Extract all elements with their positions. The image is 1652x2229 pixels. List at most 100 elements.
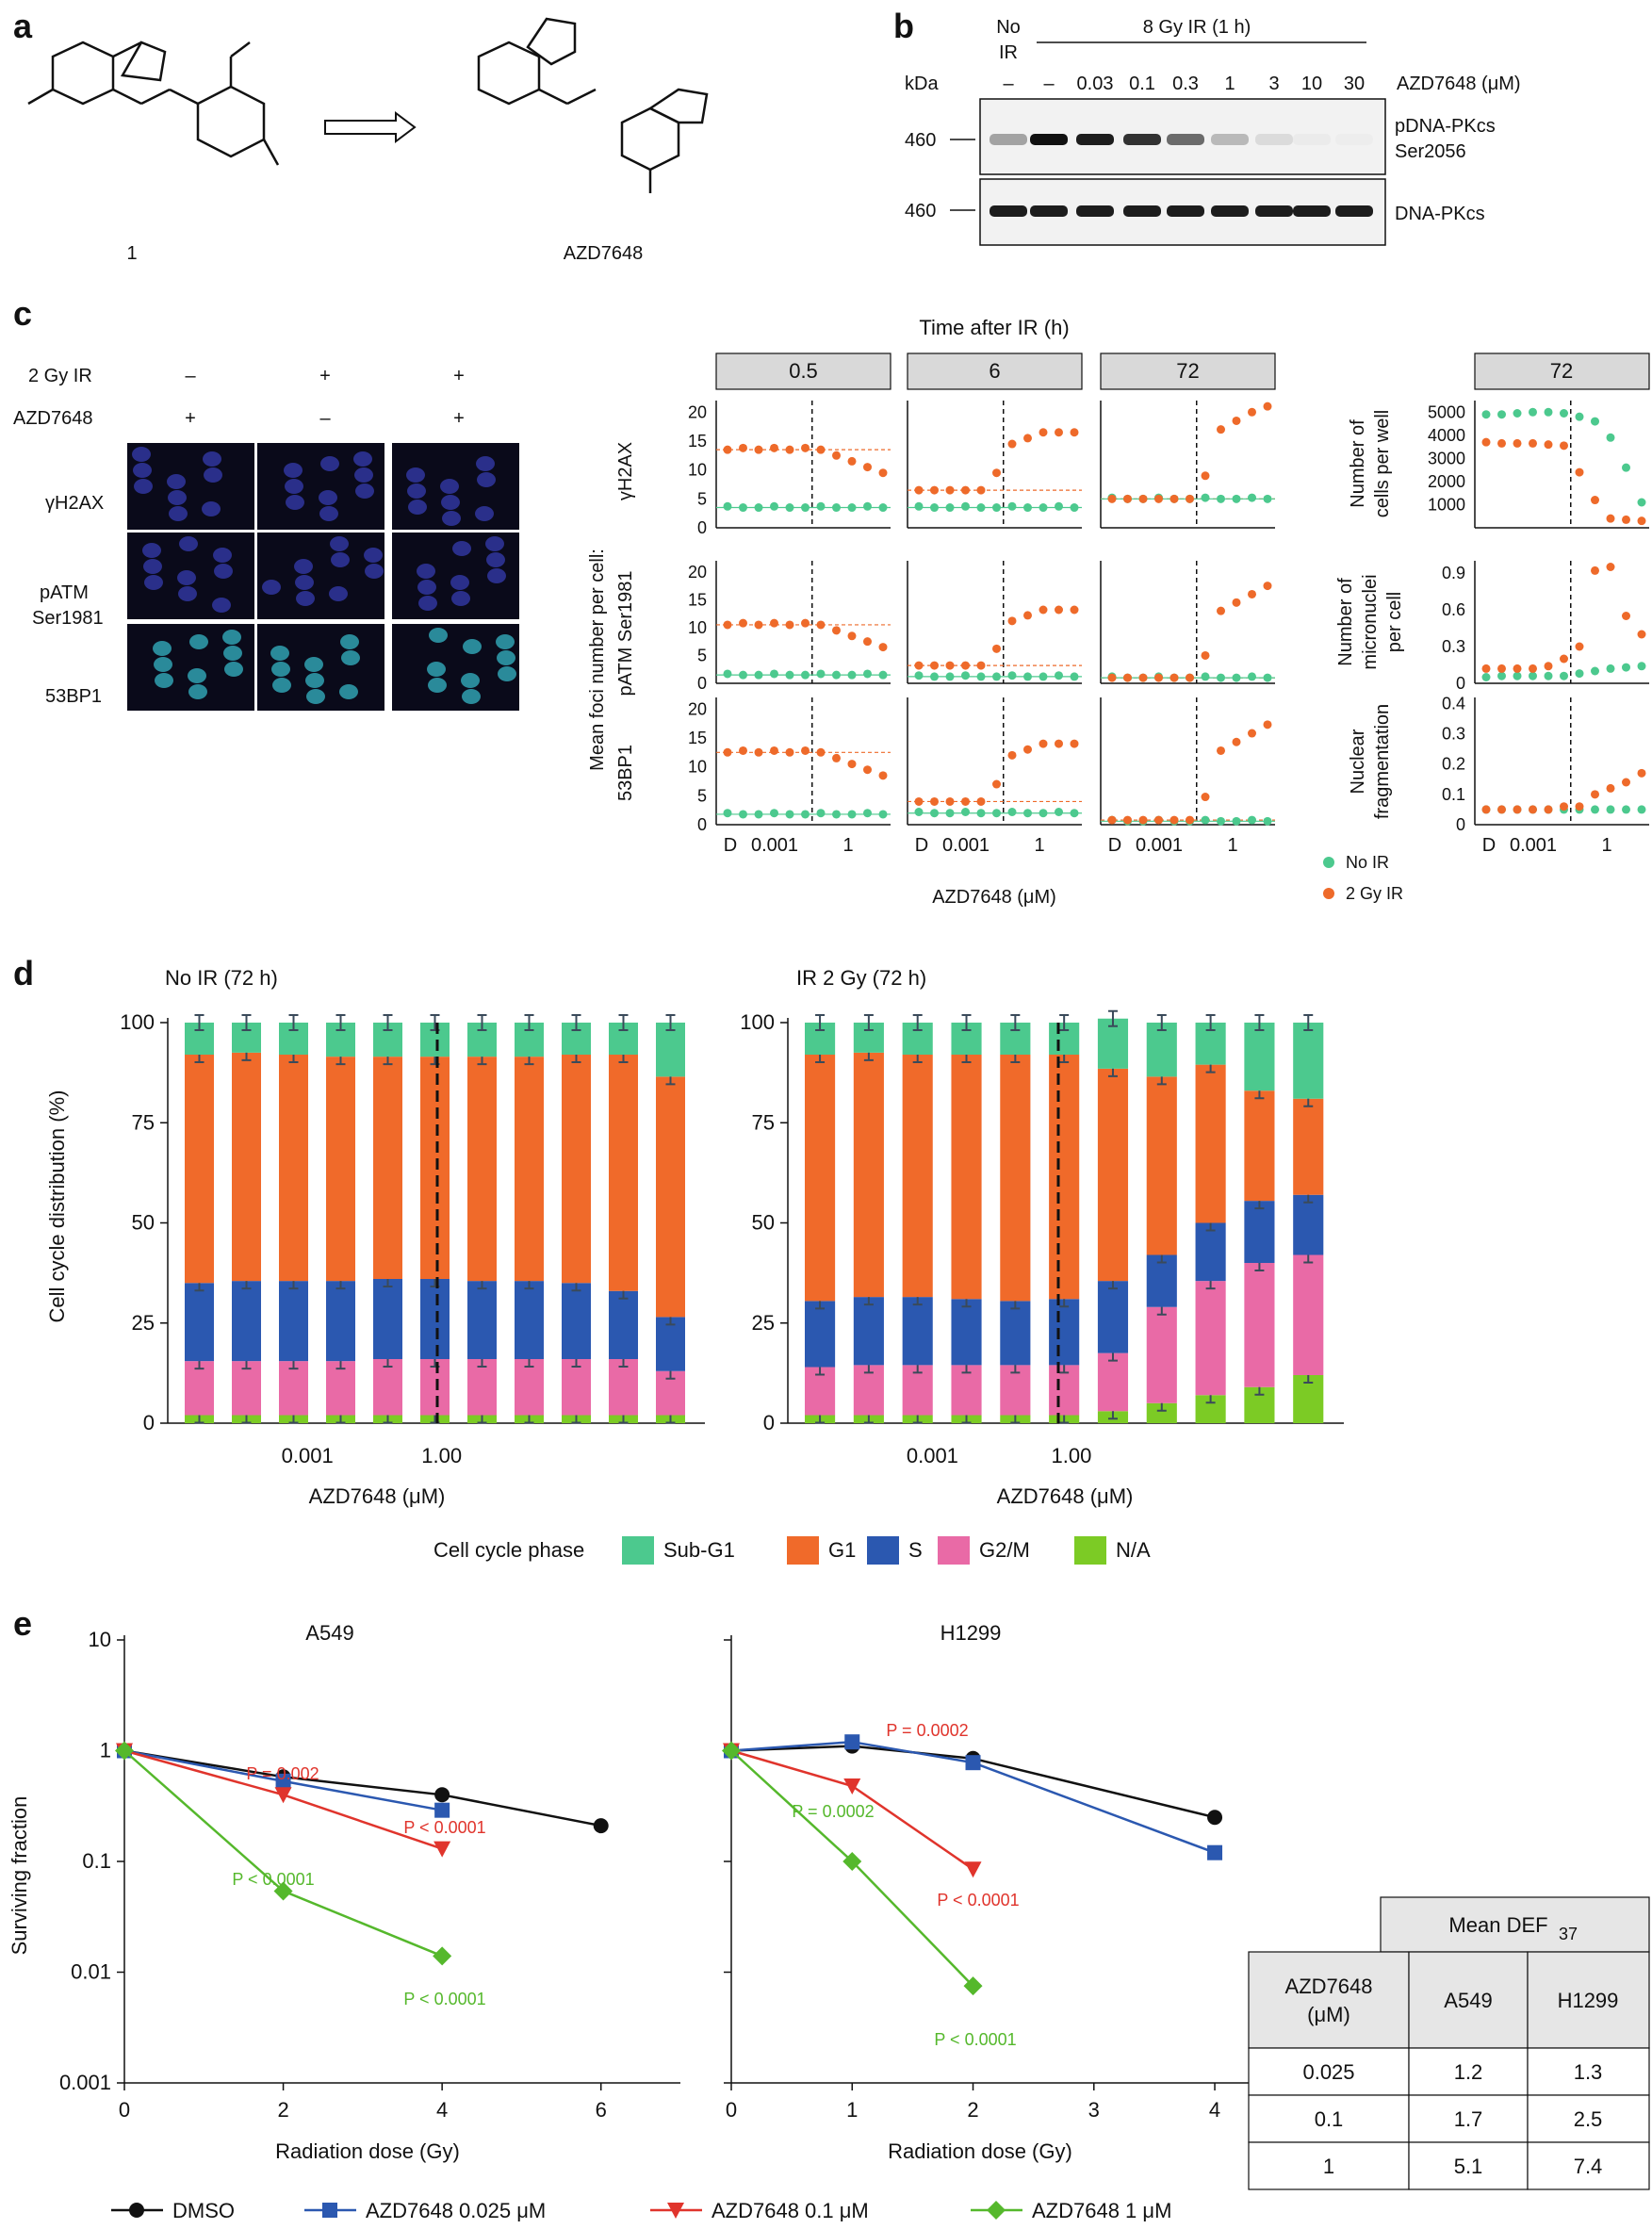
lane-label: 0.3 <box>1172 74 1199 94</box>
no-ir-point <box>945 672 955 681</box>
no-ir-point <box>945 503 955 513</box>
ir-point <box>930 485 939 495</box>
table-col-a549: A549 <box>1444 1989 1492 2012</box>
ir-point <box>1560 802 1568 811</box>
no-ir-point <box>1544 407 1553 417</box>
ir-point <box>801 443 810 452</box>
bar-segment <box>1049 1299 1080 1366</box>
ir-point <box>723 747 732 757</box>
p-value: P = 0.002 <box>246 1764 319 1783</box>
x-tick: 0 <box>119 2098 130 2122</box>
x-tick: 1 <box>846 2098 858 2122</box>
ir-point <box>1055 428 1063 437</box>
lane-label: 3 <box>1268 74 1279 94</box>
nucleus <box>364 548 383 563</box>
ir-point <box>770 746 778 755</box>
ir-point <box>1637 768 1646 778</box>
nucleus <box>497 650 515 665</box>
ir-point <box>1622 778 1630 787</box>
no-ir-point <box>754 503 763 513</box>
time-title: Time after IR (h) <box>919 316 1069 339</box>
table-col0-1: AZD7648 <box>1285 1975 1373 1998</box>
d-xlabel-right: AZD7648 (μM) <box>997 1484 1134 1508</box>
ir-point <box>1575 802 1584 811</box>
no-ir-point <box>1497 671 1506 680</box>
ir-header: 8 Gy IR (1 h) <box>1143 17 1251 38</box>
nucleus <box>169 506 188 521</box>
nucleus <box>155 673 173 688</box>
e-ylabel: Surviving fraction <box>8 1796 31 1956</box>
ir-point <box>1138 815 1148 825</box>
no-ir-point <box>723 809 732 818</box>
nucleus <box>406 467 425 483</box>
nucleus <box>154 657 172 672</box>
nucleus <box>272 678 291 693</box>
y-tick: 15 <box>688 729 707 747</box>
table-value: 1 <box>1323 2155 1334 2178</box>
ir-point <box>1481 805 1491 814</box>
no-ir-point <box>1007 808 1017 816</box>
drug-sign-2: – <box>319 408 331 429</box>
ir-point <box>863 637 872 647</box>
band-pdnapkcs <box>990 134 1027 145</box>
bar-segment <box>1146 1254 1177 1307</box>
nucleus <box>487 568 506 583</box>
bar-segment <box>279 1055 308 1282</box>
ir-point <box>863 463 872 472</box>
band-dnapkcs <box>1167 205 1204 217</box>
right-header-box <box>1474 352 1650 390</box>
band2-name: DNA-PKcs <box>1395 204 1485 224</box>
bar-segment <box>467 1057 497 1282</box>
x-tick: 1 <box>842 835 853 856</box>
no-ir-point <box>878 503 888 513</box>
nucleus <box>341 650 360 665</box>
ir-point <box>1039 428 1048 437</box>
legend-label: Sub-G1 <box>663 1538 735 1562</box>
nucleus <box>462 689 481 704</box>
no-ir-point <box>1232 816 1241 826</box>
data-point <box>275 1773 291 1789</box>
no-ir-point <box>1201 672 1210 681</box>
panel-label-a: a <box>13 7 33 45</box>
no-ir-point <box>816 809 826 818</box>
ir-point <box>1023 611 1032 620</box>
ir-sign-3: + <box>453 366 465 386</box>
nucleus <box>306 689 325 704</box>
no-ir-point <box>1622 805 1630 814</box>
time-header-box <box>1100 352 1276 390</box>
right-row-label: cells per well <box>1372 410 1393 517</box>
y-tick: 0.2 <box>1442 755 1465 774</box>
band2-mw: 460 <box>905 201 936 221</box>
ir-point <box>754 620 763 630</box>
compound-1-structure <box>27 41 280 166</box>
x-tick: 0.001 <box>907 1444 958 1467</box>
y-tick: 0 <box>1456 815 1465 834</box>
ir-point <box>1622 612 1630 620</box>
ir-point <box>992 779 1001 789</box>
ir-point <box>1232 416 1241 425</box>
nucleus <box>429 628 448 643</box>
no-ir-point <box>1248 493 1256 502</box>
x-tick: 4 <box>1209 2098 1220 2122</box>
ir-point <box>754 445 763 454</box>
ir-point <box>1138 673 1148 682</box>
legend-marker <box>322 2203 337 2218</box>
y-tick: 0.001 <box>59 2071 111 2094</box>
ir-point <box>1606 514 1615 523</box>
bar-segment <box>951 1299 982 1366</box>
bar-segment <box>420 1359 450 1416</box>
ir-point <box>1201 793 1210 802</box>
no-ir-point <box>1622 463 1630 472</box>
y-tick: 15 <box>688 590 707 609</box>
p-value: P < 0.0001 <box>232 1870 314 1889</box>
table-header: Mean DEF <box>1448 1913 1547 1937</box>
bar-segment <box>279 1281 308 1362</box>
lane-label: 10 <box>1301 74 1322 94</box>
band-dnapkcs <box>1030 205 1068 217</box>
nucleus <box>178 586 197 601</box>
legend-no-ir-marker <box>1323 857 1334 868</box>
bar-segment <box>185 1361 214 1416</box>
lane-no-ir-label-2: IR <box>999 42 1018 63</box>
ir-point <box>1513 664 1522 673</box>
nucleus <box>407 483 426 499</box>
